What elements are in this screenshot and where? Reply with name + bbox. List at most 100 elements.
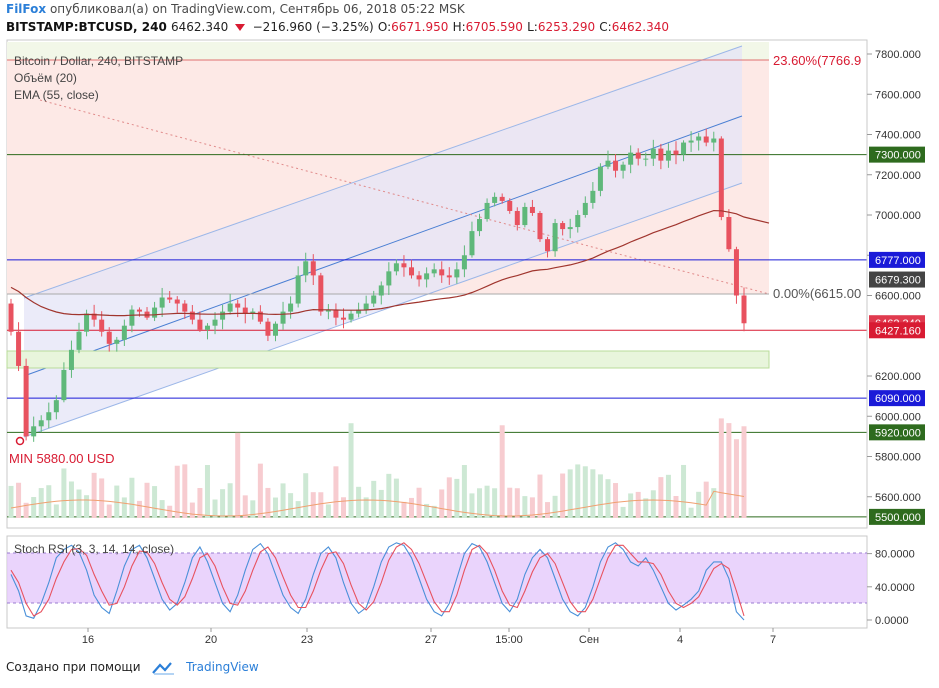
volume-bar [16,482,22,518]
min-price-label: MIN 5880.00 USD [9,451,115,466]
candle-body [620,164,626,171]
volume-bar [446,477,452,518]
candle-body [552,223,558,252]
volume-bar [356,486,362,518]
candle-body [469,231,475,256]
price-badge [869,146,925,163]
price-badge-label: 6427.160 [875,325,921,337]
volume-bar [53,504,59,518]
publish-text: опубликовал(а) on TradingView.com, Сентя… [49,2,465,16]
price-tick-label: 5600.000 [875,492,921,504]
candle-body [265,321,271,336]
volume-bar [545,502,551,518]
volume-bar [620,506,626,518]
volume-bar [91,472,97,518]
volume-bar [507,487,513,518]
candle-body [401,263,407,268]
candle-body [68,349,74,370]
volume-bar [220,489,226,518]
stoch-d-line [10,542,745,617]
volume-bar [197,488,203,518]
candle-body [613,160,619,171]
volume-bar [152,486,158,518]
candle-body [461,255,467,270]
candle-body [121,325,127,340]
volume-bar [272,497,278,518]
candle-body [560,223,566,230]
volume-bar [61,468,67,518]
candle-body [159,297,165,308]
channel-lower-line [23,182,743,438]
stoch-k-line [10,542,745,621]
candle-body [507,200,513,211]
candle-body [409,267,415,276]
candle-body [643,158,649,160]
volume-bar [167,505,173,518]
volume-bar [106,504,112,518]
candle-body [514,210,520,226]
volume-bar [265,487,271,518]
candle-body [537,212,543,240]
time-axis[interactable]: 16 20 23 27 15:00 Сен 4 7 [82,628,776,646]
price-badge-label: 7300.000 [875,150,921,162]
candle-body [23,365,29,437]
down-arrow-icon [235,24,246,31]
footer-brand-link[interactable]: TradingView [186,660,259,674]
author-name[interactable]: FilFox [6,2,47,16]
volume-bar [552,495,558,518]
volume-bar [696,491,702,518]
candle-body [665,150,671,161]
volume-bar [741,426,747,518]
price-tick-label: 6000.000 [875,411,921,423]
candle-body [340,317,346,320]
volume-bar [688,507,694,518]
volume-bar [461,465,467,518]
volume-bar [643,498,649,518]
volume-bar [363,497,369,518]
volume-bar [424,503,430,518]
candle-body [46,412,52,421]
candle-body [152,307,158,318]
volume-bar [8,485,14,518]
stoch-tick-label: 80.0000 [875,549,915,561]
time-tick-label: 27 [425,634,437,646]
volume-bar [537,474,543,518]
candle-body [477,219,483,232]
volume-bar [84,495,90,518]
candle-body [597,166,603,191]
volume-bar [469,493,475,518]
fib-236-label: 23.60%(7766.9 [773,53,861,68]
price-badge [869,322,925,339]
volume-bar [280,483,286,518]
tradingview-logo-icon [152,661,175,675]
volume-bar [348,423,354,518]
price-badge-label: 6679.300 [875,275,921,287]
candle-body [197,319,203,330]
volume-bar [325,504,331,518]
volume-bar [318,492,324,518]
price-badge [869,390,925,407]
channel-upper-line [23,45,743,299]
volume-bar [492,488,498,518]
volume-bar [673,495,679,518]
volume-bar [212,499,218,518]
candle-body [76,331,82,350]
volume-bar [575,464,581,518]
footer: Создано при помощи TradingView [6,660,259,675]
channel-mid-line [23,115,743,377]
candle-body [106,331,112,344]
volume-bar [401,501,407,518]
low-value: 6253.290 [537,20,596,34]
candle-body [288,303,294,312]
candle-body [673,150,679,155]
candle-body [53,400,59,413]
candle-body [499,196,505,201]
volume-bar [288,493,294,518]
volume-bar [99,478,105,518]
candle-body [84,313,90,332]
price-tick-label: 6200.000 [875,371,921,383]
volume-bar [295,501,301,518]
candle-body [522,206,528,226]
candle-body [310,261,316,276]
